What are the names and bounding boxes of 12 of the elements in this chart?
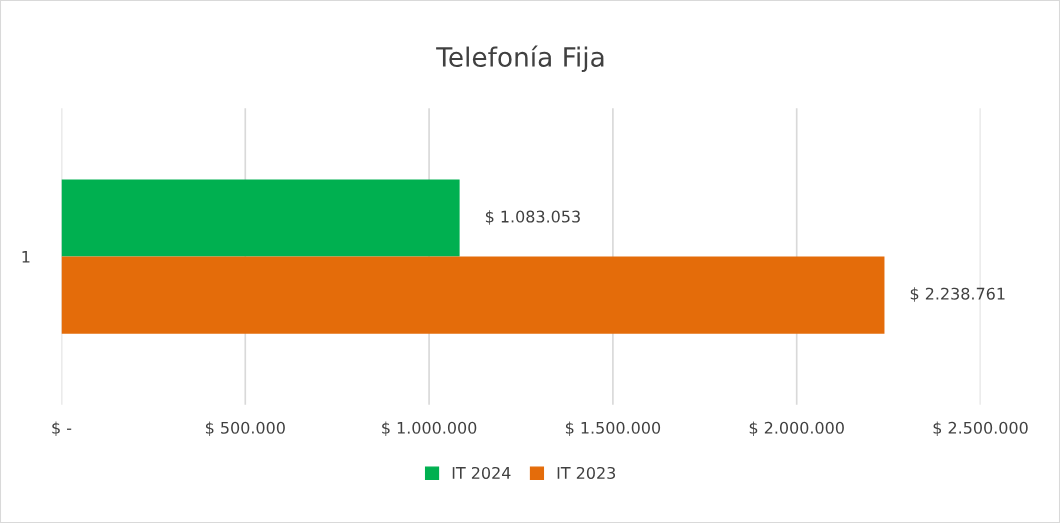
legend-label: IT 2023 [557, 466, 616, 479]
data-label: $ 2.238.761 [910, 287, 1005, 302]
x-tick-label: $ 500.000 [205, 421, 285, 436]
legend-label: IT 2024 [452, 466, 511, 479]
x-tick-label: $ - [52, 421, 72, 436]
x-tick-label: $ 2.500.000 [933, 421, 1028, 436]
x-tick-label: $ 2.000.000 [749, 421, 844, 436]
data-label: $ 1.083.053 [485, 210, 580, 225]
chart-title: Telefonía Fija [436, 45, 604, 73]
x-tick-label: $ 1.000.000 [382, 421, 477, 436]
y-tick-label: 1 [22, 250, 30, 263]
x-tick-label: $ 1.500.000 [565, 421, 661, 436]
